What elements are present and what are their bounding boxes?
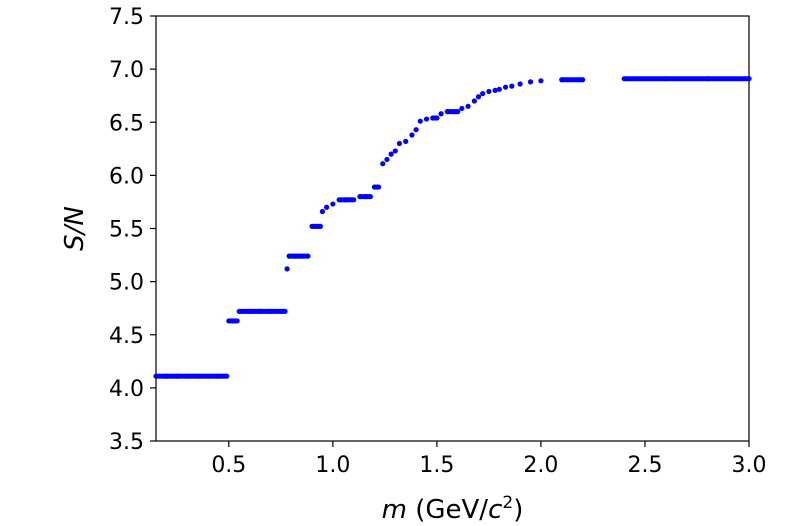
x-tick-label: 2.5 (627, 453, 662, 478)
data-point (480, 90, 486, 97)
data-point (496, 86, 502, 92)
data-point (413, 127, 419, 133)
y-tick-label: 6.5 (109, 111, 144, 136)
data-point (319, 208, 326, 215)
data-point (423, 116, 430, 122)
data-point (403, 138, 409, 144)
x-tick-label: 1.0 (315, 453, 350, 478)
data-point (417, 118, 423, 124)
y-tick-label: 7.5 (109, 5, 144, 30)
y-axis-label: S/N (60, 206, 90, 251)
y-tick-label: 4.5 (109, 324, 144, 349)
data-point (471, 98, 477, 104)
data-point (746, 76, 752, 82)
data-point (438, 111, 444, 117)
x-tick-label: 1.5 (419, 453, 454, 478)
data-point (388, 151, 394, 157)
data-point (459, 105, 465, 112)
data-point (486, 88, 492, 95)
y-tick-label: 4.0 (109, 377, 144, 402)
data-point (509, 83, 515, 89)
x-tick-label: 3.0 (732, 453, 767, 478)
x-tick-label: 0.5 (211, 453, 246, 478)
data-point (517, 81, 523, 87)
data-point (317, 223, 323, 229)
data-point (538, 78, 544, 84)
data-point (579, 77, 586, 83)
data-point (392, 148, 398, 154)
data-point (455, 109, 461, 115)
data-point (380, 161, 386, 167)
data-point (465, 103, 471, 109)
data-point (367, 194, 373, 200)
data-points (153, 76, 752, 379)
data-point (409, 132, 415, 138)
data-point (475, 94, 482, 100)
data-point (376, 184, 382, 190)
data-point (330, 201, 336, 207)
data-point (224, 373, 230, 379)
y-tick-label: 5.5 (109, 218, 144, 243)
x-axis: 0.5 1.0 1.5 2.0 2.5 3.0 (211, 441, 767, 478)
data-point (492, 87, 498, 93)
data-point (384, 156, 390, 163)
data-point (351, 197, 357, 203)
y-tick-label: 6.0 (109, 164, 144, 189)
y-tick-label: 5.0 (109, 271, 144, 296)
y-tick-label: 7.0 (109, 58, 144, 83)
y-tick-label: 3.5 (109, 430, 144, 455)
data-point (527, 79, 534, 85)
y-axis: 3.5 4.0 4.5 5.0 5.5 6.0 6.5 7.0 7.5 (109, 5, 156, 455)
data-point (324, 204, 330, 210)
data-point (282, 308, 288, 314)
data-point (434, 115, 440, 121)
data-point (502, 84, 509, 90)
data-point (234, 318, 240, 324)
data-point (305, 253, 311, 259)
data-point (284, 266, 290, 272)
x-axis-label: m (GeV/c2) (382, 493, 524, 525)
data-point (396, 140, 403, 147)
x-tick-label: 2.0 (523, 453, 558, 478)
